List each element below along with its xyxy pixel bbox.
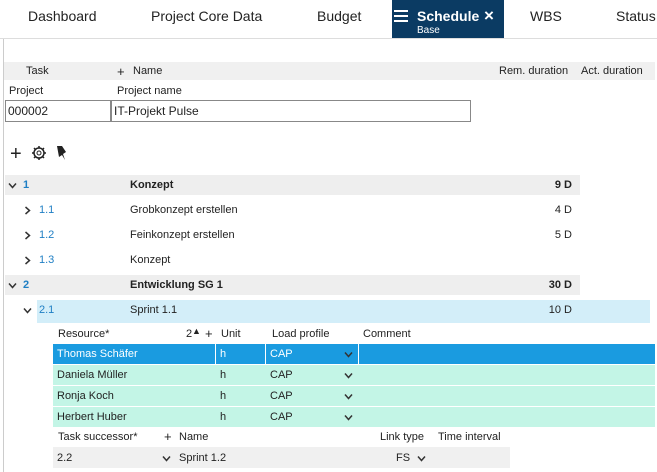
succ-header: Link type xyxy=(380,431,425,443)
chevron[interactable] xyxy=(23,306,32,315)
row-selected xyxy=(37,300,650,323)
chevron[interactable] xyxy=(23,206,32,215)
project-name-input[interactable]: IT-Projekt Pulse xyxy=(111,100,471,122)
chevron[interactable] xyxy=(8,281,17,290)
tab[interactable]: Status xyxy=(616,8,656,24)
header-rem: Rem. duration xyxy=(499,65,569,77)
chevron[interactable] xyxy=(23,231,32,240)
task-id[interactable]: 1 xyxy=(23,179,30,191)
task-name: Konzept xyxy=(130,179,174,191)
res-row[interactable] xyxy=(53,407,655,427)
res-profile: CAP xyxy=(270,390,293,402)
chevron[interactable] xyxy=(344,371,353,380)
chevron[interactable] xyxy=(344,392,353,401)
res-header: Load profile xyxy=(272,328,330,340)
res-header: Resource* xyxy=(58,328,110,340)
active-tab[interactable]: Schedule Base × xyxy=(392,0,504,38)
chevron[interactable] xyxy=(23,256,32,265)
succ-link: FS xyxy=(396,452,411,464)
pin-button[interactable] xyxy=(54,145,68,161)
res-header: Unit xyxy=(221,328,241,340)
cell-sep xyxy=(358,344,359,364)
task-name: Entwicklung SG 1 xyxy=(130,279,223,291)
succ-task: 2.2 xyxy=(57,452,73,464)
res-row[interactable] xyxy=(53,386,655,406)
tab[interactable]: WBS xyxy=(530,8,562,24)
header-band xyxy=(4,62,655,80)
res-name: Ronja Koch xyxy=(57,390,114,402)
add-icon[interactable]: + xyxy=(164,429,172,444)
chevron[interactable] xyxy=(8,181,17,190)
chevron[interactable] xyxy=(344,350,353,359)
tab-subtitle: Base xyxy=(417,25,440,36)
task-rem: 5 D xyxy=(554,229,572,241)
close-icon[interactable]: × xyxy=(484,6,494,25)
cell-sep xyxy=(265,344,266,364)
res-row[interactable] xyxy=(53,365,655,385)
res-profile: CAP xyxy=(270,411,293,423)
task-id[interactable]: 2 xyxy=(23,279,30,291)
tab[interactable]: Project Core Data xyxy=(151,8,263,24)
res-unit: h xyxy=(220,369,227,381)
menu-icon xyxy=(394,10,408,22)
add-button[interactable]: + xyxy=(10,143,22,165)
task-name: Sprint 1.1 xyxy=(130,304,178,316)
succ-header: Time interval xyxy=(438,431,501,443)
task-id[interactable]: 1.2 xyxy=(39,229,55,241)
divider xyxy=(0,38,657,39)
tab[interactable]: Budget xyxy=(317,8,362,24)
res-name: Thomas Schäfer xyxy=(57,348,138,360)
add-icon[interactable]: + xyxy=(117,64,125,79)
res-unit: h xyxy=(220,390,227,402)
succ-name: Sprint 1.2 xyxy=(179,452,227,464)
res-unit: h xyxy=(220,411,227,423)
res-profile: CAP xyxy=(270,348,293,360)
res-name: Daniela Müller xyxy=(57,369,128,381)
row-band xyxy=(5,275,580,295)
task-rem: 4 D xyxy=(554,204,572,216)
task-name: Grobkonzept erstellen xyxy=(130,204,238,216)
header-task: Task xyxy=(26,65,49,77)
task-id[interactable]: 1.1 xyxy=(39,204,55,216)
res-unit: h xyxy=(220,348,227,360)
task-id[interactable]: 2.1 xyxy=(39,304,55,316)
task-rem: 30 D xyxy=(548,279,572,291)
chevron[interactable] xyxy=(162,454,171,463)
task-rem: 9 D xyxy=(554,179,572,191)
succ-row[interactable] xyxy=(53,447,510,468)
row-band xyxy=(5,175,580,195)
succ-header: Name xyxy=(179,431,209,443)
task-name: Feinkonzept erstellen xyxy=(130,229,235,241)
tab[interactable]: Dashboard xyxy=(28,8,97,24)
task-id[interactable]: 1.3 xyxy=(39,254,55,266)
settings-button[interactable] xyxy=(31,145,47,161)
add-icon[interactable]: + xyxy=(205,326,213,341)
res-row[interactable] xyxy=(53,344,655,364)
project-name-label: Project name xyxy=(117,85,182,97)
header-act: Act. duration xyxy=(581,65,643,77)
chevron[interactable] xyxy=(344,413,353,422)
sort-icon: ▲ xyxy=(192,326,201,336)
res-name: Herbert Huber xyxy=(57,411,127,423)
tab-title: Schedule xyxy=(417,8,480,24)
project-label: Project xyxy=(9,85,44,97)
task-rem: 10 D xyxy=(548,304,572,316)
res-profile: CAP xyxy=(270,369,293,381)
project-id-input[interactable]: 000002 xyxy=(5,100,111,122)
chevron[interactable] xyxy=(417,454,426,463)
task-name: Konzept xyxy=(130,254,171,266)
border xyxy=(3,39,4,472)
succ-header: Task successor* xyxy=(58,431,138,443)
res-sort: 2 xyxy=(186,328,193,340)
cell-sep xyxy=(215,344,216,364)
res-header: Comment xyxy=(363,328,411,340)
header-name: Name xyxy=(133,65,163,77)
